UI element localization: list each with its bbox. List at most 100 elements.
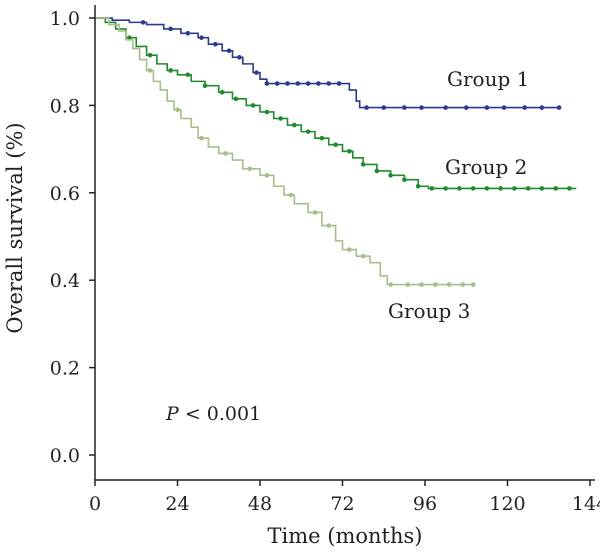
- y-tick-label: 1.0: [50, 8, 80, 30]
- group-2-censor-mark: [402, 177, 407, 182]
- group-3-censor-mark: [288, 192, 294, 198]
- x-axis-title: Time (months): [268, 524, 423, 548]
- group-1-censor-mark: [140, 20, 146, 25]
- group-3-censor-mark: [347, 247, 352, 252]
- group-2-censor-mark: [278, 116, 283, 121]
- group-2-censor-mark: [292, 122, 297, 128]
- group-1-censor-mark: [326, 81, 332, 86]
- group-1-censor-mark: [501, 105, 507, 110]
- group-1-censor-mark: [336, 81, 342, 86]
- group-1-censor-mark: [199, 35, 204, 40]
- y-tick-label: 0.6: [50, 183, 80, 205]
- group-1-censor-mark: [522, 105, 527, 110]
- group-3-curve: [95, 17, 474, 286]
- group-2-censor-mark: [127, 35, 132, 40]
- y-tick-label: 0.0: [50, 445, 80, 467]
- group-1-censor-mark: [264, 81, 270, 86]
- group-3-censor-mark: [388, 282, 393, 287]
- group-1-censor-mark: [364, 105, 369, 110]
- group-1-label: Group 1: [447, 67, 529, 91]
- group-2-censor-mark: [457, 186, 462, 191]
- group-2-censor-mark: [202, 83, 208, 89]
- x-tick-label: 0: [89, 493, 101, 515]
- group-2-censor-mark: [388, 173, 393, 178]
- group-3-censor-mark: [326, 223, 332, 228]
- group-1-censor-mark: [274, 81, 280, 86]
- group-3-censor-mark: [470, 282, 476, 287]
- y-tick-label: 0.2: [50, 358, 80, 380]
- group-3-censor-mark: [312, 210, 318, 215]
- x-axis-ticks: 0 24 48 72 96 120 144: [89, 480, 600, 515]
- p-value-prefix: P: [165, 403, 180, 425]
- x-tick-label: 24: [165, 493, 189, 515]
- group-3-censor-mark: [433, 282, 438, 287]
- group-1-censor-mark: [381, 105, 387, 110]
- group-3-censor-mark: [446, 282, 452, 287]
- group-1-censor-mark: [254, 70, 259, 75]
- group-3-censor-mark: [419, 282, 424, 287]
- group-2-censor-mark: [470, 186, 476, 191]
- x-tick-label: 120: [489, 493, 525, 515]
- x-tick-label: 96: [413, 493, 437, 515]
- x-tick-label: 48: [248, 493, 272, 515]
- group-3-censor-mark: [223, 151, 228, 156]
- group-3-censor-mark: [199, 135, 204, 141]
- group-3-censor-mark: [147, 68, 153, 73]
- group-2-censor-mark: [429, 186, 435, 191]
- y-tick-label: 0.4: [50, 270, 80, 292]
- group-1-censor-mark: [185, 30, 191, 36]
- group-1-censor-mark: [463, 105, 469, 110]
- group-3-censor-mark: [460, 282, 466, 287]
- group-2-censor-mark: [319, 135, 325, 141]
- group-1-censor-mark: [402, 105, 407, 110]
- group-2-censor-mark: [415, 183, 421, 189]
- group-3-censor-mark: [175, 107, 180, 113]
- group-2-censor-mark: [333, 142, 338, 148]
- group-2-censor-mark: [219, 89, 225, 95]
- group-1-censor-mark: [168, 26, 173, 32]
- p-value-text: < 0.001: [179, 403, 261, 425]
- group-1-censor-mark: [556, 105, 562, 110]
- group-1-curve: [95, 17, 560, 109]
- x-tick-label: 144: [572, 493, 600, 515]
- group-2-censor-mark: [484, 186, 490, 191]
- group-1-censor-mark: [539, 105, 545, 110]
- y-tick-label: 0.8: [50, 95, 80, 117]
- group-2-censor-mark: [553, 186, 558, 191]
- group-1-censor-mark: [419, 105, 424, 110]
- group-2-label: Group 2: [445, 155, 527, 179]
- group-2-censor-mark: [264, 109, 270, 115]
- group-1-censor-mark: [484, 105, 490, 110]
- group-2-censor-mark: [168, 68, 173, 73]
- group-2-censor-mark: [360, 162, 366, 167]
- y-axis-title: Overall survival (%): [3, 122, 27, 333]
- y-axis-ticks: 0.0 0.2 0.4 0.6 0.8 1.0: [50, 8, 95, 467]
- group-2-censor-mark: [374, 168, 380, 174]
- series-layer: [95, 17, 577, 287]
- group-2-censor-mark: [233, 96, 239, 102]
- group-1-censor-mark: [295, 81, 301, 86]
- plot-area: [95, 17, 577, 287]
- group-3-censor-mark: [264, 173, 270, 178]
- group-1-censor-mark: [237, 55, 242, 60]
- group-1-censor-mark: [305, 81, 311, 86]
- group-3-label: Group 3: [388, 299, 470, 323]
- series-labels: Group 1 Group 2 Group 3: [388, 67, 529, 323]
- group-2-censor-mark: [525, 186, 531, 191]
- group-2-censor-mark: [443, 186, 448, 191]
- group-2-censor-mark: [147, 52, 153, 58]
- x-tick-label: 72: [330, 493, 354, 515]
- group-1-censor-mark: [443, 105, 448, 110]
- group-1-censor-mark: [316, 81, 321, 86]
- group-3-censor-mark: [405, 282, 411, 287]
- p-value-annotation: P < 0.001: [165, 403, 261, 425]
- group-2-censor-mark: [250, 103, 256, 108]
- group-1-censor-mark: [213, 41, 218, 47]
- group-2-censor-mark: [539, 186, 545, 191]
- group-3-censor-mark: [360, 253, 366, 259]
- group-2-censor-mark: [567, 186, 572, 191]
- group-2-censor-mark: [347, 148, 352, 154]
- group-3-censor-mark: [247, 166, 252, 172]
- group-2-censor-mark: [498, 186, 503, 191]
